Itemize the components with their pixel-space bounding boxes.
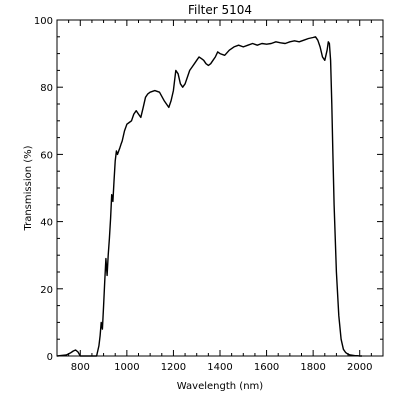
x-tick-label: 800 [71, 362, 90, 373]
x-tick-label: 1600 [254, 362, 279, 373]
x-tick-label: 1200 [161, 362, 186, 373]
x-tick-label: 1000 [114, 362, 139, 373]
x-tick-label: 1800 [300, 362, 325, 373]
chart-title: Filter 5104 [188, 3, 252, 17]
ticks: 800 1000 1200 1400 1600 1800 2000 0 20 40 60 80 100 [34, 16, 384, 373]
y-axis-label: Transmission (%) [23, 145, 34, 231]
y-tick-label: 20 [40, 285, 53, 296]
y-tick-label: 60 [40, 150, 53, 161]
y-tick-label: 100 [34, 16, 53, 27]
series-line [56, 36, 362, 357]
y-tick-label: 80 [40, 83, 53, 94]
x-tick-label: 2000 [347, 362, 372, 373]
x-axis-label: Wavelength (nm) [177, 381, 263, 392]
y-tick-label: 40 [40, 218, 53, 229]
x-tick-label: 1400 [207, 362, 232, 373]
y-tick-label: 0 [47, 352, 53, 363]
series-layer [56, 36, 362, 357]
